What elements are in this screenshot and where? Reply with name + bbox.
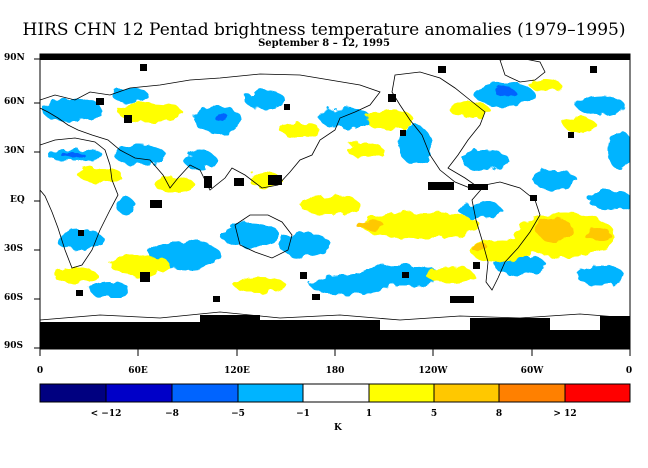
lon-label-120w: 120W — [418, 366, 448, 376]
missing-data — [40, 54, 630, 349]
strong-warm-spots — [356, 218, 612, 253]
colorbar-swatch-12-8 — [105, 383, 173, 403]
colorbar-label-minus-5: −5 — [231, 409, 245, 419]
figure-title: HIRS CHN 12 Pentad brightness temperatur… — [22, 20, 626, 40]
lat-label-60n: 60N — [4, 97, 25, 107]
anomaly-field — [42, 79, 630, 298]
colorbar-unit: K — [334, 423, 342, 433]
colorbar-swatch-8-12 — [498, 383, 566, 403]
coastlines — [40, 57, 630, 321]
colorbar-swatch-5-1 — [237, 383, 304, 403]
strong-cool-spots — [61, 87, 515, 158]
lat-label-30n: 30N — [4, 146, 25, 156]
colorbar-label-minus-8: −8 — [165, 409, 179, 419]
lon-label-120e: 120E — [224, 366, 250, 376]
colorbar-swatch-lt-12 — [39, 383, 107, 403]
colorbar-label-minus-1: −1 — [296, 409, 310, 419]
colorbar-label-1: 1 — [365, 409, 373, 419]
lon-ticks — [39, 349, 631, 356]
lon-label-180: 180 — [325, 366, 345, 376]
colorbar-label-5: 5 — [430, 409, 438, 419]
lat-label-30s: 30S — [4, 244, 24, 254]
lon-label-60w: 60W — [520, 366, 544, 376]
colorbar-swatch-1-1 — [302, 383, 370, 403]
colorbar-label-lt-12: < −12 — [90, 409, 122, 419]
colorbar-label-8: 8 — [495, 409, 503, 419]
colorbar-swatch-5-8 — [433, 383, 500, 403]
colorbar-swatch-8-5 — [171, 383, 239, 403]
colorbar — [39, 383, 631, 403]
lat-label-90n: 90N — [4, 53, 25, 63]
lon-label-60e: 60E — [128, 366, 148, 376]
lon-label-0-east-edge: 0 — [625, 366, 633, 376]
lon-label-0-west-edge: 0 — [36, 366, 44, 376]
lat-label-eq: EQ — [10, 195, 25, 205]
lat-label-90s: 90S — [4, 341, 24, 351]
colorbar-label-gt-12: > 12 — [553, 409, 577, 419]
lat-label-60s: 60S — [4, 293, 24, 303]
lat-ticks — [34, 58, 40, 349]
figure-subtitle: September 8 – 12, 1995 — [258, 38, 390, 49]
colorbar-swatch-1-5 — [368, 383, 435, 403]
colorbar-swatch-gt-12 — [564, 383, 631, 403]
cool-anomaly-patches — [42, 83, 630, 298]
